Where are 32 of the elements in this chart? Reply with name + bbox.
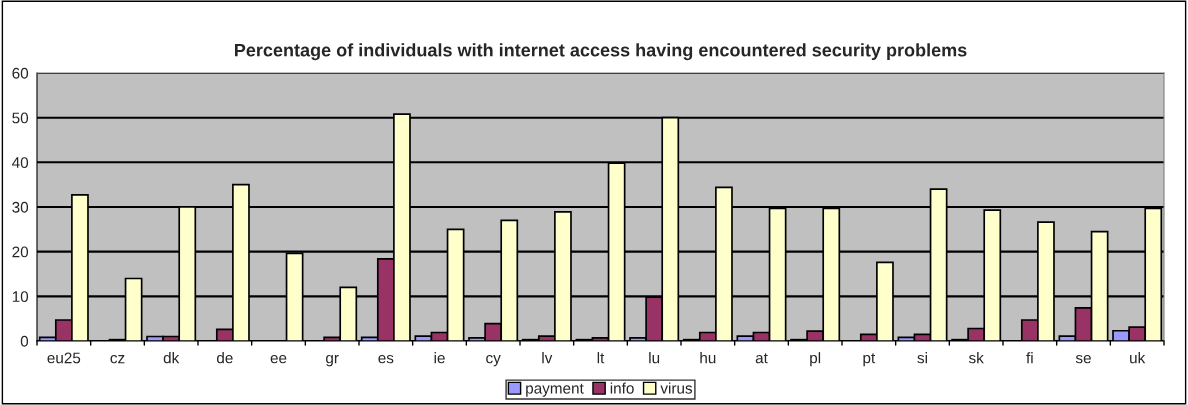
y-tick-label: 10 xyxy=(12,291,29,303)
x-tick-label: lt xyxy=(597,352,605,364)
x-tick-label: pt xyxy=(863,353,876,367)
x-tick-label: de xyxy=(216,352,233,364)
x-tick-label: sk xyxy=(968,352,984,364)
y-tick-label: 0 xyxy=(20,335,29,347)
x-tick-label: cy xyxy=(486,354,501,367)
x-tick-label: gr xyxy=(326,354,339,367)
x-tick-label: si xyxy=(917,352,927,364)
x-tick-label: es xyxy=(378,354,394,364)
x-tick-label: uk xyxy=(1130,352,1146,364)
y-tick-label: 50 xyxy=(12,112,29,124)
y-tick-label: 60 xyxy=(12,67,29,79)
x-tick-label: hu xyxy=(700,352,716,364)
chart-title: Percentage of individuals with internet access having encountered security problems xyxy=(235,43,967,61)
x-tick-label: ie xyxy=(434,352,445,364)
x-tick-label: pl xyxy=(810,352,821,367)
y-tick-label: 20 xyxy=(12,246,29,258)
x-tick-label: dk xyxy=(163,352,180,364)
legend-label: virus xyxy=(660,382,693,394)
legend-label: info xyxy=(610,382,634,394)
x-tick-label: fi xyxy=(1026,352,1033,364)
y-tick-label: 40 xyxy=(12,157,29,169)
x-tick-label: eu25 xyxy=(47,352,81,364)
legend-label: payment xyxy=(526,383,584,397)
x-tick-label: lv xyxy=(542,352,553,364)
x-tick-label: at xyxy=(755,353,768,364)
x-tick-label: se xyxy=(1075,354,1091,364)
y-tick-label: 30 xyxy=(12,201,29,213)
x-tick-label: lu xyxy=(649,352,660,364)
x-tick-label: ee xyxy=(270,354,287,364)
x-tick-label: cz xyxy=(110,354,125,364)
